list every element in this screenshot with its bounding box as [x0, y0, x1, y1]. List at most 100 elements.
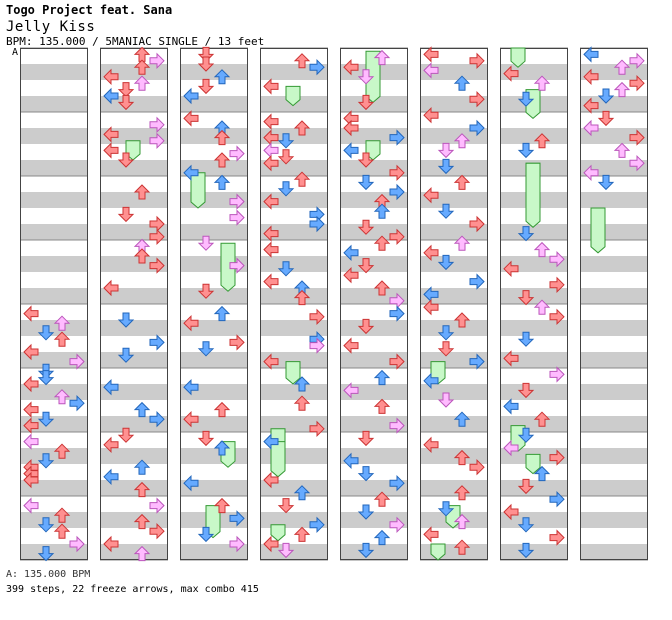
down-arrow-note	[517, 142, 535, 159]
freeze-arrow	[285, 85, 301, 107]
down-arrow-note	[117, 312, 135, 328]
beat-band	[100, 512, 168, 528]
down-arrow-note	[277, 261, 295, 277]
down-arrow-note	[437, 392, 455, 408]
beat-band	[20, 192, 88, 208]
beat-band	[260, 384, 328, 400]
left-arrow-note	[423, 372, 439, 390]
up-arrow-note	[53, 331, 71, 347]
bpm-marker: A	[12, 47, 19, 58]
beat-band	[420, 480, 488, 496]
left-arrow-note	[503, 350, 519, 367]
right-arrow-note	[389, 129, 405, 146]
down-arrow-note	[517, 331, 535, 347]
left-arrow-note	[183, 87, 199, 105]
chart-stats: 399 steps, 22 freeze arrows, max combo 4…	[6, 584, 259, 595]
freeze-arrow	[510, 47, 526, 68]
right-arrow-note	[309, 215, 325, 233]
beat-band	[180, 288, 248, 304]
beat-band	[500, 128, 568, 144]
down-arrow-note	[37, 517, 55, 533]
up-arrow-note	[53, 523, 71, 539]
down-arrow-note	[197, 526, 215, 543]
up-arrow-note	[533, 241, 551, 258]
down-arrow-note	[357, 318, 375, 335]
beat-band	[420, 224, 488, 240]
down-arrow-note	[357, 94, 375, 111]
beat-band	[500, 512, 568, 528]
right-arrow-note	[149, 410, 165, 428]
right-arrow-note	[229, 334, 245, 351]
down-arrow-note	[197, 235, 215, 251]
beat-band	[100, 96, 168, 112]
left-arrow-note	[183, 314, 199, 332]
column-border	[420, 48, 488, 560]
right-arrow-note	[549, 276, 565, 294]
left-arrow-note	[423, 186, 439, 204]
right-arrow-note	[69, 394, 85, 412]
left-arrow-note	[343, 337, 359, 354]
beat-band	[180, 544, 248, 560]
beat-band	[100, 480, 168, 496]
beat-band	[180, 128, 248, 144]
left-arrow-note	[503, 503, 519, 521]
right-arrow-note	[69, 535, 85, 553]
left-arrow-note	[23, 417, 39, 434]
right-arrow-note	[309, 308, 325, 326]
beat-band	[500, 416, 568, 432]
down-arrow-note	[517, 290, 535, 306]
right-arrow-note	[469, 90, 485, 108]
down-arrow-note	[437, 501, 455, 517]
left-arrow-note	[183, 474, 199, 492]
left-arrow-note	[423, 298, 439, 316]
beat-band	[20, 256, 88, 272]
left-arrow-note	[343, 266, 359, 284]
up-arrow-note	[453, 449, 471, 466]
down-arrow-note	[277, 149, 295, 165]
down-arrow-note	[437, 254, 455, 271]
measure-column	[180, 47, 248, 561]
down-arrow-note	[37, 546, 55, 562]
right-arrow-note	[549, 308, 565, 326]
right-arrow-note	[389, 164, 405, 182]
right-arrow-note	[149, 334, 165, 351]
beat-band	[20, 160, 88, 176]
up-arrow-note	[453, 235, 471, 251]
left-arrow-note	[23, 343, 39, 361]
down-arrow-note	[437, 142, 455, 159]
left-arrow-note	[263, 433, 279, 450]
beat-band	[20, 384, 88, 400]
beat-band	[580, 512, 648, 528]
beat-band	[580, 288, 648, 304]
left-arrow-note	[23, 497, 39, 514]
down-arrow-note	[197, 430, 215, 447]
up-arrow-note	[533, 411, 551, 427]
left-arrow-note	[263, 225, 279, 242]
down-arrow-note	[117, 152, 135, 168]
beat-band	[20, 224, 88, 240]
beat-band	[180, 352, 248, 368]
up-arrow-note	[373, 203, 391, 219]
right-arrow-note	[309, 516, 325, 534]
right-arrow-note	[149, 52, 165, 70]
freeze-arrow	[190, 172, 206, 209]
right-arrow-note	[149, 522, 165, 540]
up-arrow-note	[133, 481, 151, 498]
beat-band	[420, 128, 488, 144]
right-arrow-note	[549, 366, 565, 383]
up-arrow-note	[373, 491, 391, 507]
freeze-arrow	[590, 207, 606, 254]
column-border	[260, 48, 328, 560]
up-arrow-note	[533, 133, 551, 149]
left-arrow-note	[103, 68, 119, 86]
right-arrow-note	[149, 497, 165, 514]
up-arrow-note	[453, 133, 471, 149]
left-arrow-note	[503, 260, 519, 278]
down-arrow-note	[37, 411, 55, 427]
down-arrow-note	[437, 203, 455, 219]
up-arrow-note	[213, 174, 231, 190]
down-arrow-note	[357, 504, 375, 520]
left-arrow-note	[183, 410, 199, 428]
left-arrow-note	[103, 468, 119, 486]
beat-band	[580, 224, 648, 240]
